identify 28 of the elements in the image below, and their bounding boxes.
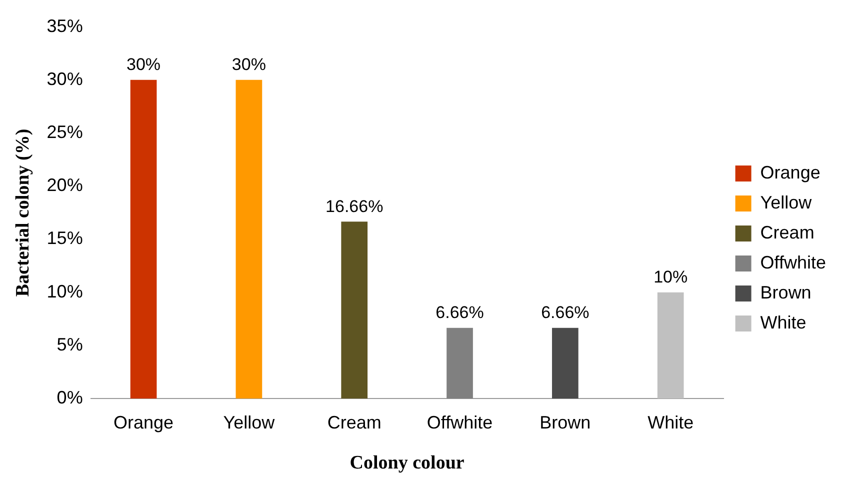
- data-label: 16.66%: [326, 196, 384, 216]
- x-tick-label: Yellow: [223, 412, 276, 432]
- x-tick-label: Offwhite: [426, 412, 493, 432]
- legend-label: Brown: [760, 282, 812, 302]
- legend-label: Offwhite: [760, 252, 826, 272]
- y-tick-label: 30%: [46, 68, 83, 89]
- data-label: 6.66%: [541, 303, 590, 322]
- x-tick-label: Cream: [327, 412, 382, 432]
- y-tick-label: 0%: [56, 388, 83, 408]
- x-tick-label: Orange: [114, 412, 174, 432]
- y-tick-label: 35%: [46, 16, 83, 36]
- data-label: 10%: [654, 268, 688, 287]
- legend-label: Yellow: [760, 192, 813, 212]
- legend-label: Orange: [760, 162, 820, 182]
- data-label: 30%: [232, 55, 266, 74]
- x-tick-label: White: [648, 412, 694, 432]
- x-tick-label: Brown: [540, 412, 591, 432]
- y-tick-label: 15%: [46, 228, 83, 248]
- legend-label: White: [760, 312, 806, 332]
- y-tick-label: 25%: [46, 122, 83, 142]
- y-tick-label: 10%: [46, 281, 83, 302]
- legend-label: Cream: [760, 222, 814, 242]
- data-label: 30%: [126, 55, 161, 74]
- y-tick-label: 5%: [56, 334, 83, 354]
- data-label: 6.66%: [436, 303, 484, 322]
- y-tick-label: 20%: [46, 175, 83, 196]
- x-axis-title: Colony colour: [350, 452, 465, 474]
- y-axis-title: Bacterial colony (%): [12, 128, 34, 297]
